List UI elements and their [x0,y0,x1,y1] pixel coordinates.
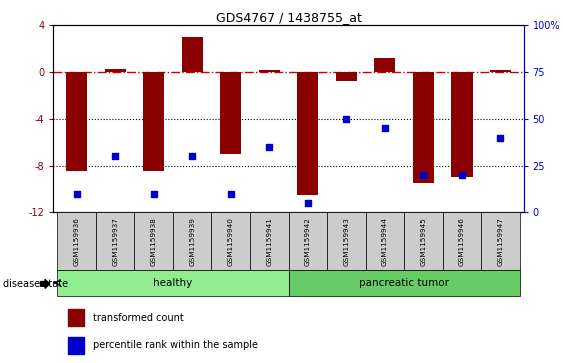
Text: disease state: disease state [3,279,68,289]
Bar [404,212,443,270]
Text: GSM1159939: GSM1159939 [189,217,195,266]
Point [72,191,81,197]
Bar [250,212,288,270]
Bar [68,309,84,326]
Point [226,191,235,197]
Text: GSM1159936: GSM1159936 [74,217,79,266]
Bar [57,212,96,270]
Bar [68,337,84,354]
Point [342,116,351,122]
Bar [220,72,242,154]
Text: transformed count: transformed count [93,313,184,323]
Bar [297,72,319,195]
Text: percentile rank within the sample: percentile rank within the sample [93,340,258,350]
Text: healthy: healthy [153,278,193,288]
Point [111,153,120,159]
Bar [288,270,520,296]
Bar [96,212,135,270]
Text: pancreatic tumor: pancreatic tumor [359,278,449,288]
Bar [288,212,327,270]
Bar [327,212,365,270]
Bar [66,72,87,171]
Bar [374,58,395,72]
Bar [135,212,173,270]
Text: GSM1159946: GSM1159946 [459,217,465,266]
Bar [212,212,250,270]
Bar [365,212,404,270]
Point [381,125,390,131]
Title: GDS4767 / 1438755_at: GDS4767 / 1438755_at [216,11,361,24]
Bar [452,72,472,177]
Bar [481,212,520,270]
Text: GSM1159947: GSM1159947 [498,217,503,266]
Bar [490,70,511,72]
Bar [258,70,280,72]
Text: GSM1159945: GSM1159945 [421,217,426,266]
Text: GSM1159941: GSM1159941 [266,217,272,266]
Text: GSM1159937: GSM1159937 [112,217,118,266]
Bar [57,270,288,296]
Bar [143,72,164,171]
Point [419,172,428,178]
Point [496,135,505,140]
Point [149,191,158,197]
Bar [443,212,481,270]
Bar [413,72,434,183]
Text: GSM1159938: GSM1159938 [151,217,157,266]
Bar [182,37,203,72]
Text: GSM1159942: GSM1159942 [305,217,311,266]
Point [303,200,312,206]
Point [457,172,466,178]
Text: GSM1159940: GSM1159940 [228,217,234,266]
Bar [173,212,212,270]
Text: GSM1159944: GSM1159944 [382,217,388,266]
Bar [105,69,126,72]
Bar [336,72,357,81]
Point [265,144,274,150]
Text: GSM1159943: GSM1159943 [343,217,349,266]
Point [187,153,196,159]
